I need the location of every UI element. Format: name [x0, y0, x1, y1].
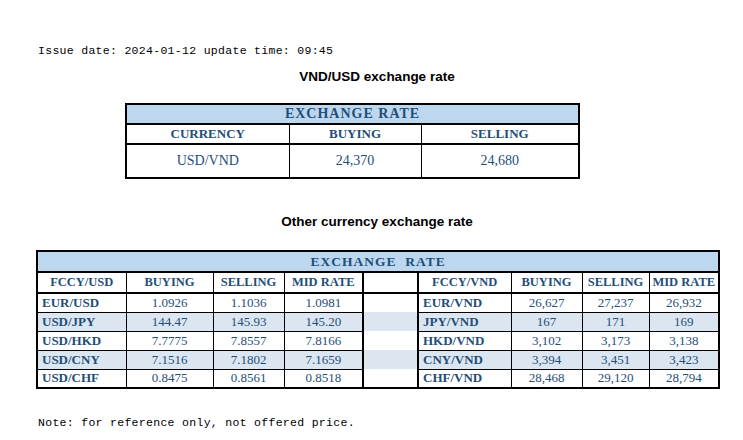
selling-cell: 171 — [582, 312, 649, 331]
selling-cell: 27,237 — [582, 293, 649, 312]
table-row: USD/JPY 144.47 145.93 145.20 JPY/VND 167… — [37, 312, 719, 331]
table-row: USD/HKD 7.7775 7.8557 7.8166 HKD/VND 3,1… — [37, 331, 719, 350]
selling-cell: 3,173 — [582, 331, 649, 350]
selling-cell: 7.8557 — [213, 331, 284, 350]
exchange-rate-banner: EXCHANGE RATE — [37, 251, 719, 272]
column-header-midrate-left: MID RATE — [284, 272, 363, 293]
pair-cell: USD/HKD — [37, 331, 126, 350]
midrate-cell: 28,794 — [649, 369, 719, 388]
column-header-buying-left: BUYING — [126, 272, 213, 293]
selling-cell: 0.8561 — [213, 369, 284, 388]
buying-cell: 1.0926 — [126, 293, 213, 312]
table-header-row: FCCY/USD BUYING SELLING MID RATE FCCY/VN… — [37, 272, 719, 293]
midrate-cell: 3,138 — [649, 331, 719, 350]
table-banner-row: EXCHANGE RATE — [126, 104, 579, 124]
table-header-row: CURRENCY BUYING SELLING — [126, 124, 579, 144]
buying-cell: 3,102 — [511, 331, 582, 350]
gap-cell — [363, 293, 418, 312]
buying-cell: 144.47 — [126, 312, 213, 331]
gap-cell — [363, 331, 418, 350]
vnd-usd-rate-table: EXCHANGE RATE CURRENCY BUYING SELLING US… — [125, 103, 580, 179]
midrate-cell: 7.8166 — [284, 331, 363, 350]
column-header-selling: SELLING — [421, 124, 579, 144]
selling-cell: 29,120 — [582, 369, 649, 388]
issue-date-line: Issue date: 2024-01-12 update time: 09:4… — [38, 44, 333, 57]
column-header-fccy-vnd: FCCY/VND — [418, 272, 511, 293]
midrate-cell: 1.0981 — [284, 293, 363, 312]
buying-rate-cell: 24,370 — [289, 144, 421, 178]
pair-cell: CHF/VND — [418, 369, 511, 388]
midrate-cell: 7.1659 — [284, 350, 363, 369]
midrate-cell: 0.8518 — [284, 369, 363, 388]
midrate-cell: 169 — [649, 312, 719, 331]
exchange-rate-banner: EXCHANGE RATE — [126, 104, 579, 124]
gap-cell — [363, 312, 418, 331]
gap-cell — [363, 369, 418, 388]
table-row: USD/CNY 7.1516 7.1802 7.1659 CNY/VND 3,3… — [37, 350, 719, 369]
pair-cell: HKD/VND — [418, 331, 511, 350]
column-header-currency: CURRENCY — [126, 124, 289, 144]
buying-cell: 0.8475 — [126, 369, 213, 388]
selling-cell: 3,451 — [582, 350, 649, 369]
column-header-selling-left: SELLING — [213, 272, 284, 293]
column-header-buying-right: BUYING — [511, 272, 582, 293]
pair-cell: USD/CNY — [37, 350, 126, 369]
selling-rate-cell: 24,680 — [421, 144, 579, 178]
table-row: USD/CHF 0.8475 0.8561 0.8518 CHF/VND 28,… — [37, 369, 719, 388]
column-header-selling-right: SELLING — [582, 272, 649, 293]
pair-cell: USD/JPY — [37, 312, 126, 331]
column-header-fccy-usd: FCCY/USD — [37, 272, 126, 293]
vnd-usd-section-title: VND/USD exchange rate — [36, 69, 718, 84]
buying-cell: 167 — [511, 312, 582, 331]
pair-cell: JPY/VND — [418, 312, 511, 331]
column-header-midrate-right: MID RATE — [649, 272, 719, 293]
buying-cell: 7.1516 — [126, 350, 213, 369]
buying-cell: 7.7775 — [126, 331, 213, 350]
table-banner-row: EXCHANGE RATE — [37, 251, 719, 272]
note-line: Note: for reference only, not offered pr… — [38, 416, 355, 429]
pair-cell: CNY/VND — [418, 350, 511, 369]
pair-cell: EUR/USD — [37, 293, 126, 312]
buying-cell: 28,468 — [511, 369, 582, 388]
gap-cell — [363, 272, 418, 293]
other-currency-rate-table: EXCHANGE RATE FCCY/USD BUYING SELLING MI… — [36, 250, 720, 389]
column-header-buying: BUYING — [289, 124, 421, 144]
currency-pair-cell: USD/VND — [126, 144, 289, 178]
table-row: USD/VND 24,370 24,680 — [126, 144, 579, 178]
other-currency-section-title: Other currency exchange rate — [36, 214, 718, 229]
pair-cell: USD/CHF — [37, 369, 126, 388]
midrate-cell: 26,932 — [649, 293, 719, 312]
midrate-cell: 145.20 — [284, 312, 363, 331]
buying-cell: 26,627 — [511, 293, 582, 312]
table-row: EUR/USD 1.0926 1.1036 1.0981 EUR/VND 26,… — [37, 293, 719, 312]
midrate-cell: 3,423 — [649, 350, 719, 369]
pair-cell: EUR/VND — [418, 293, 511, 312]
selling-cell: 7.1802 — [213, 350, 284, 369]
gap-cell — [363, 350, 418, 369]
selling-cell: 145.93 — [213, 312, 284, 331]
buying-cell: 3,394 — [511, 350, 582, 369]
selling-cell: 1.1036 — [213, 293, 284, 312]
